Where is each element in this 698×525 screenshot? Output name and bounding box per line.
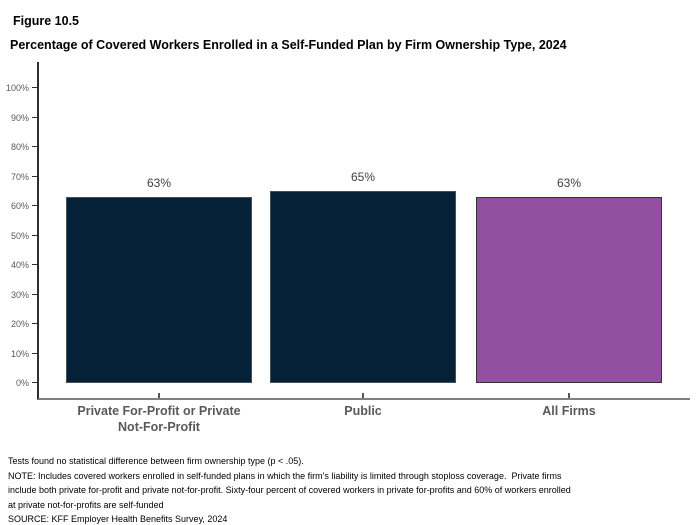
y-axis-tick-mark <box>32 146 37 147</box>
y-axis-tick-label: 50% <box>10 230 29 241</box>
y-axis-tick-mark <box>32 116 37 118</box>
x-axis-tick-mark <box>362 393 364 398</box>
x-axis-category-label: Private For-Profit or Private Not-For-Pr… <box>77 404 241 435</box>
y-axis-tick-label: 0% <box>15 378 29 388</box>
y-axis-tick-label: 80% <box>10 142 29 152</box>
y-axis-tick-mark <box>32 352 37 354</box>
y-axis-tick-label: 70% <box>10 171 29 182</box>
footnote-line: SOURCE: KFF Employer Health Benefits Sur… <box>8 514 228 524</box>
footnote-line: NOTE: Includes covered workers enrolled … <box>8 470 562 481</box>
x-axis-category-label: All Firms <box>542 404 596 418</box>
bar-public <box>270 191 456 383</box>
figure-title: Percentage of Covered Workers Enrolled i… <box>10 38 567 52</box>
figure-number: Figure 10.5 <box>13 14 79 28</box>
y-axis-tick-mark <box>32 382 37 383</box>
bar-value-label: 65% <box>350 170 376 185</box>
y-axis-tick-mark <box>32 175 37 177</box>
y-axis-tick-mark <box>32 205 37 206</box>
footnote-line: at private not-for-profits are self-fund… <box>8 499 164 510</box>
bar-value-label: 63% <box>146 176 172 191</box>
footnote-line: include both private for-profit and priv… <box>8 485 571 495</box>
bar-chart-plot-area: 0% 10% 20% 30% 40% 50% 60% 70% 80% 90% 100% 63% 65% 6… <box>6 62 690 400</box>
x-axis-category-label: Public <box>344 404 382 418</box>
footnotes: Tests found no statistical difference be… <box>8 454 571 525</box>
y-axis-tick-label: 20% <box>10 319 29 329</box>
y-axis-tick-mark <box>32 293 37 295</box>
y-axis-tick-label: 40% <box>10 260 29 270</box>
y-axis-tick-mark <box>32 87 37 88</box>
y-axis-tick-mark <box>32 323 37 324</box>
x-axis-tick-mark <box>568 393 570 398</box>
y-axis-tick-mark <box>32 264 37 265</box>
y-axis-tick-label: 100% <box>5 83 29 93</box>
bar-private-for-profit-or-private-not-for-profit <box>66 197 252 383</box>
footnote-line: Tests found no statistical difference be… <box>8 456 304 466</box>
y-axis-tick-label: 60% <box>10 201 29 211</box>
bar-value-label: 63% <box>556 176 582 191</box>
y-axis-tick-label: 90% <box>10 112 29 123</box>
bar-all-firms <box>476 197 662 383</box>
y-axis-tick-label: 30% <box>10 289 29 300</box>
y-axis-tick-mark <box>32 234 37 236</box>
y-axis-tick-label: 10% <box>10 348 29 359</box>
x-axis-tick-mark <box>158 393 160 398</box>
